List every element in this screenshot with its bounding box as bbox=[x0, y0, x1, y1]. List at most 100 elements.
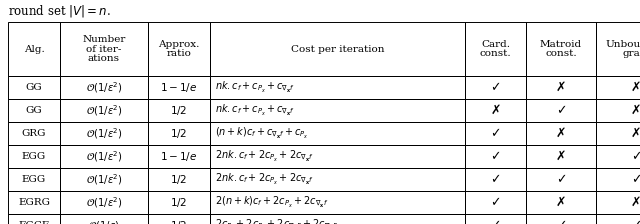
Text: ✓: ✓ bbox=[631, 150, 640, 163]
Bar bbox=[526, 214, 596, 224]
Bar bbox=[210, 122, 465, 145]
Text: ✗: ✗ bbox=[556, 127, 566, 140]
Bar bbox=[210, 168, 465, 191]
Bar bbox=[60, 145, 148, 168]
Bar bbox=[60, 76, 148, 99]
Text: round set $|V| = n$.: round set $|V| = n$. bbox=[8, 3, 111, 19]
Bar bbox=[465, 214, 526, 224]
Text: $\mathcal{O}(1/\epsilon^2)$: $\mathcal{O}(1/\epsilon^2)$ bbox=[86, 172, 122, 187]
Bar bbox=[210, 99, 465, 122]
Bar bbox=[596, 22, 640, 76]
Bar bbox=[465, 76, 526, 99]
Bar bbox=[148, 191, 210, 214]
Bar bbox=[8, 191, 60, 214]
Bar bbox=[465, 168, 526, 191]
Text: ✓: ✓ bbox=[490, 173, 500, 186]
Text: ✓: ✓ bbox=[556, 104, 566, 117]
Bar bbox=[60, 99, 148, 122]
Text: Matroid: Matroid bbox=[540, 40, 582, 49]
Bar bbox=[60, 191, 148, 214]
Text: $2nk.c_f + 2c_{P_x} + 2c_{\nabla_{\mathbf{x}} f}$: $2nk.c_f + 2c_{P_x} + 2c_{\nabla_{\mathb… bbox=[215, 149, 314, 164]
Text: $\mathcal{O}(1/\epsilon^2)$: $\mathcal{O}(1/\epsilon^2)$ bbox=[86, 195, 122, 210]
Text: ✓: ✓ bbox=[490, 219, 500, 224]
Text: $\mathcal{O}(1/\epsilon^2)$: $\mathcal{O}(1/\epsilon^2)$ bbox=[86, 103, 122, 118]
Bar bbox=[596, 99, 640, 122]
Text: ✓: ✓ bbox=[556, 173, 566, 186]
Bar bbox=[596, 122, 640, 145]
Text: EGG: EGG bbox=[22, 152, 46, 161]
Text: ✓: ✓ bbox=[490, 196, 500, 209]
Text: Approx.: Approx. bbox=[158, 40, 200, 49]
Text: ations: ations bbox=[88, 54, 120, 63]
Text: const.: const. bbox=[480, 49, 511, 58]
Bar bbox=[8, 99, 60, 122]
Bar bbox=[526, 168, 596, 191]
Text: $\mathcal{O}(1/\epsilon)$: $\mathcal{O}(1/\epsilon)$ bbox=[88, 219, 120, 224]
Bar bbox=[8, 22, 60, 76]
Bar bbox=[465, 99, 526, 122]
Bar bbox=[210, 214, 465, 224]
Bar bbox=[148, 76, 210, 99]
Text: ratio: ratio bbox=[166, 49, 191, 58]
Bar bbox=[596, 191, 640, 214]
Text: EGCE: EGCE bbox=[19, 221, 50, 224]
Text: ✓: ✓ bbox=[490, 150, 500, 163]
Text: $1-1/e$: $1-1/e$ bbox=[161, 150, 198, 163]
Text: ✓: ✓ bbox=[556, 219, 566, 224]
Bar bbox=[210, 22, 465, 76]
Bar bbox=[8, 168, 60, 191]
Text: ✗: ✗ bbox=[556, 196, 566, 209]
Text: GG: GG bbox=[26, 106, 42, 115]
Bar bbox=[526, 99, 596, 122]
Bar bbox=[596, 76, 640, 99]
Bar bbox=[596, 214, 640, 224]
Bar bbox=[465, 122, 526, 145]
Text: ✗: ✗ bbox=[556, 81, 566, 94]
Text: Alg.: Alg. bbox=[24, 45, 44, 54]
Text: of iter-: of iter- bbox=[86, 45, 122, 54]
Bar bbox=[148, 22, 210, 76]
Text: $(n+k)c_f + c_{\nabla_{\mathbf{x}} f}+c_{P_x}$: $(n+k)c_f + c_{\nabla_{\mathbf{x}} f}+c_… bbox=[215, 126, 308, 141]
Text: ✓: ✓ bbox=[631, 173, 640, 186]
Text: ✗: ✗ bbox=[556, 150, 566, 163]
Bar bbox=[210, 76, 465, 99]
Bar bbox=[60, 22, 148, 76]
Text: grad.: grad. bbox=[622, 49, 640, 58]
Text: ✗: ✗ bbox=[631, 196, 640, 209]
Text: $\mathcal{O}(1/\epsilon^2)$: $\mathcal{O}(1/\epsilon^2)$ bbox=[86, 80, 122, 95]
Bar bbox=[60, 214, 148, 224]
Text: ✗: ✗ bbox=[631, 104, 640, 117]
Text: $1-1/e$: $1-1/e$ bbox=[161, 81, 198, 94]
Text: EGRG: EGRG bbox=[18, 198, 50, 207]
Bar bbox=[526, 76, 596, 99]
Bar bbox=[148, 99, 210, 122]
Text: ✗: ✗ bbox=[490, 104, 500, 117]
Text: const.: const. bbox=[545, 49, 577, 58]
Text: Unbounded: Unbounded bbox=[605, 40, 640, 49]
Text: $1/2$: $1/2$ bbox=[170, 219, 188, 224]
Bar bbox=[148, 122, 210, 145]
Text: $2nk.c_f + 2c_{P_x} + 2c_{\nabla_{\mathbf{x}} f}$: $2nk.c_f + 2c_{P_x} + 2c_{\nabla_{\mathb… bbox=[215, 172, 314, 187]
Bar bbox=[60, 168, 148, 191]
Bar bbox=[8, 145, 60, 168]
Bar bbox=[465, 191, 526, 214]
Bar bbox=[465, 22, 526, 76]
Bar bbox=[526, 22, 596, 76]
Bar bbox=[465, 145, 526, 168]
Text: $1/2$: $1/2$ bbox=[170, 196, 188, 209]
Text: $\mathcal{O}(1/\epsilon^2)$: $\mathcal{O}(1/\epsilon^2)$ bbox=[86, 149, 122, 164]
Bar bbox=[8, 122, 60, 145]
Bar bbox=[526, 191, 596, 214]
Text: GRG: GRG bbox=[22, 129, 46, 138]
Text: Cost per iteration: Cost per iteration bbox=[291, 45, 384, 54]
Text: $nk.c_f + c_{P_x} + c_{\nabla_{\mathbf{x}} f}$: $nk.c_f + c_{P_x} + c_{\nabla_{\mathbf{x… bbox=[215, 80, 295, 95]
Text: Card.: Card. bbox=[481, 40, 510, 49]
Text: ✓: ✓ bbox=[490, 81, 500, 94]
Bar bbox=[596, 168, 640, 191]
Text: ✗: ✗ bbox=[631, 127, 640, 140]
Text: $1/2$: $1/2$ bbox=[170, 173, 188, 186]
Bar bbox=[148, 214, 210, 224]
Text: Number: Number bbox=[83, 35, 125, 44]
Text: ✓: ✓ bbox=[631, 219, 640, 224]
Text: $2(n+k)c_f + 2c_{P_x} + 2c_{\nabla_{\mathbf{x}} f}$: $2(n+k)c_f + 2c_{P_x} + 2c_{\nabla_{\mat… bbox=[215, 195, 328, 210]
